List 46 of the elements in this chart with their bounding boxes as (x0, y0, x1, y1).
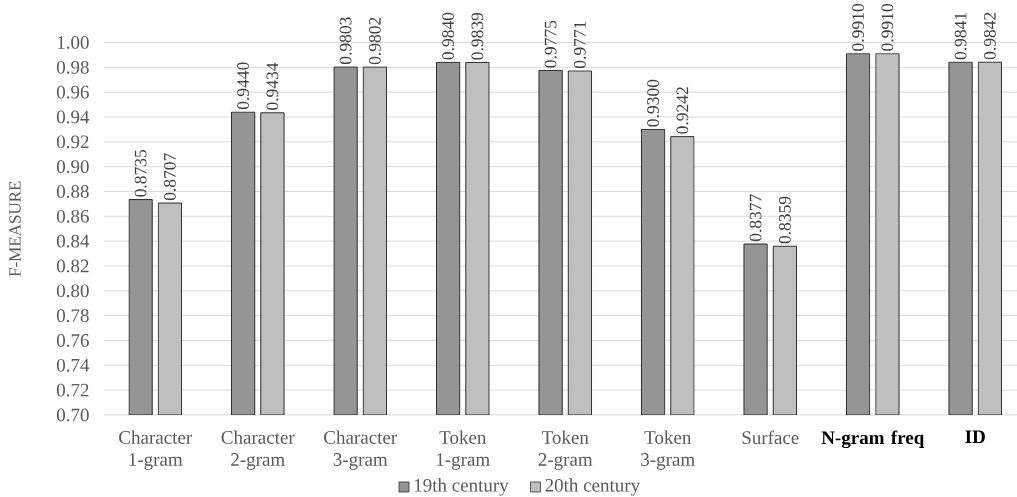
y-tick-label: 1.00 (57, 36, 89, 49)
y-tick-label: 0.88 (56, 185, 89, 198)
data-label: 0.9910 (852, 4, 865, 51)
data-label: 0.8359 (778, 196, 791, 244)
data-label: 0.9242 (676, 87, 689, 134)
x-tick-label: Token 2-gram (538, 430, 593, 470)
data-label: 0.9910 (881, 4, 894, 51)
x-tick-label: ID (965, 430, 985, 443)
legend-label: 20th century (545, 478, 641, 496)
legend-label: 19th century (414, 478, 509, 496)
x-tick-label: Character 1-gram (119, 430, 193, 470)
data-label: 0.8707 (163, 153, 176, 201)
y-tick-label: 0.82 (56, 259, 89, 273)
x-tick-label: Surface (742, 430, 799, 445)
y-tick-label: 0.86 (56, 209, 89, 223)
data-label: 0.9771 (573, 21, 586, 69)
data-label: 0.9842 (983, 12, 996, 60)
y-tick-label: 0.94 (56, 110, 90, 124)
data-label: 0.9841 (954, 12, 967, 60)
data-label: 0.9440 (237, 62, 250, 110)
y-tick-label: 0.84 (56, 234, 90, 248)
data-label: 0.8735 (134, 149, 147, 197)
data-label: 0.9775 (544, 20, 557, 68)
data-label: 0.9803 (339, 17, 352, 65)
data-label: 0.9840 (442, 12, 455, 60)
y-tick-label: 0.96 (56, 85, 89, 99)
y-tick-label: 0.76 (56, 334, 89, 347)
x-tick-label: N-gram freq (821, 430, 925, 449)
data-label: 0.9802 (368, 17, 381, 65)
data-label: 0.9839 (471, 12, 484, 60)
y-axis-title: F-MEASURE (9, 181, 21, 277)
y-tick-label: 0.98 (56, 60, 89, 74)
x-tick-label: Token 1-gram (436, 430, 490, 470)
y-tick-label: 0.78 (56, 309, 89, 323)
y-tick-label: 0.90 (56, 160, 89, 174)
y-tick-label: 0.70 (56, 408, 89, 422)
x-tick-label: Character 3-gram (324, 430, 398, 470)
x-tick-label: Character 2-gram (221, 430, 295, 470)
data-label: 0.9300 (647, 79, 660, 127)
data-label: 0.9434 (266, 62, 279, 110)
y-tick-label: 0.80 (56, 284, 89, 298)
x-tick-label: Token 3-gram (641, 430, 695, 470)
y-tick-label: 0.74 (56, 358, 90, 372)
y-tick-label: 0.72 (56, 383, 89, 397)
y-tick-label: 0.92 (56, 135, 89, 149)
data-label: 0.8377 (749, 194, 762, 242)
